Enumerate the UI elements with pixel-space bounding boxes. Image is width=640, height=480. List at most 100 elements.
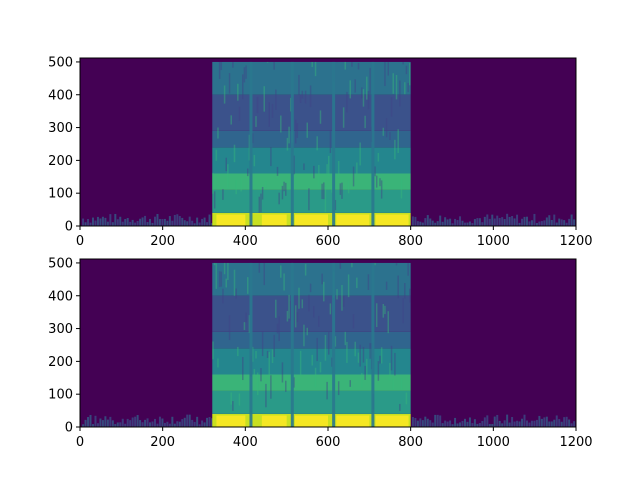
texture-stripe: [384, 305, 386, 315]
texture-stripe: [379, 355, 381, 364]
texture-stripe: [341, 182, 343, 199]
texture-stripe: [258, 196, 261, 213]
texture-stripe: [237, 346, 239, 357]
noise-cell: [501, 217, 504, 226]
noise-cell: [191, 220, 194, 226]
texture-stripe: [281, 362, 284, 383]
texture-stripe: [352, 314, 355, 329]
texture-stripe: [321, 183, 323, 200]
noise-cell: [171, 416, 174, 427]
noise-cell: [466, 421, 469, 427]
texture-stripe: [390, 97, 393, 117]
texture-stripe: [400, 179, 403, 199]
noise-cell: [196, 416, 199, 427]
noise-cell: [501, 423, 504, 427]
texture-stripe: [212, 341, 214, 360]
texture-stripe: [273, 334, 275, 357]
texture-stripe: [405, 65, 408, 75]
noise-cell: [121, 221, 124, 226]
texture-stripe: [324, 186, 327, 213]
spectrogram-panel-1: 0 200 400 600 800 1000 1200 0 100 200 300 400 500: [48, 55, 592, 249]
noise-cell: [183, 220, 186, 226]
texture-stripe: [321, 273, 323, 285]
noise-cell: [431, 422, 434, 427]
x-tick-label: 1000: [477, 435, 510, 450]
noise-cell: [96, 216, 99, 226]
noise-cell: [563, 417, 566, 427]
noise-cell: [521, 418, 524, 427]
texture-stripe: [296, 123, 299, 138]
texture-stripe: [222, 288, 224, 304]
texture-stripe: [389, 362, 391, 381]
texture-stripe: [394, 352, 396, 376]
texture-stripe: [359, 142, 361, 166]
texture-stripe: [380, 347, 383, 364]
texture-stripe: [240, 376, 242, 385]
texture-stripe: [227, 262, 229, 281]
noise-cell: [498, 420, 501, 427]
texture-stripe: [232, 401, 234, 411]
noise-cell: [421, 222, 424, 226]
texture-stripe: [379, 178, 381, 187]
noise-cell: [471, 223, 474, 226]
noise-cell: [511, 215, 514, 226]
noise-cell: [476, 218, 479, 226]
noise-cell: [166, 220, 169, 226]
low-freq-block: [375, 214, 409, 226]
texture-stripe: [303, 163, 305, 171]
texture-stripe: [314, 367, 317, 388]
noise-cell: [563, 220, 566, 226]
noise-cell: [550, 421, 553, 427]
noise-cell: [193, 421, 196, 427]
texture-stripe: [326, 164, 328, 176]
texture-stripe: [377, 152, 380, 162]
texture-stripe: [227, 164, 229, 189]
noise-cell: [558, 218, 561, 226]
x-tick-label: 800: [398, 435, 423, 450]
texture-stripe: [285, 182, 287, 196]
texture-stripe: [384, 61, 386, 87]
noise-cell: [573, 421, 576, 427]
texture-stripe: [334, 199, 337, 211]
texture-stripe: [251, 346, 254, 362]
texture-stripe: [276, 323, 279, 334]
texture-stripe: [366, 358, 368, 377]
texture-stripe: [385, 118, 388, 138]
texture-stripe: [286, 310, 289, 322]
texture-stripe: [280, 115, 282, 133]
x-tick-label: 600: [316, 435, 341, 450]
texture-stripe: [319, 110, 322, 124]
texture-stripe: [275, 299, 277, 318]
texture-stripe: [238, 393, 241, 406]
noise-cell: [116, 422, 119, 427]
noise-cell: [555, 415, 558, 427]
x-tick-label: 200: [150, 234, 175, 249]
energy-band: [212, 130, 411, 148]
noise-cell: [449, 218, 452, 226]
noise-cell: [496, 215, 499, 226]
texture-stripe: [392, 379, 394, 390]
noise-cell: [91, 424, 94, 427]
texture-stripe: [293, 155, 295, 175]
texture-stripe: [364, 365, 366, 380]
noise-cell: [414, 216, 417, 226]
noise-cell: [486, 415, 489, 427]
noise-cell: [176, 421, 179, 427]
texture-stripe: [261, 331, 264, 357]
noise-cell: [181, 419, 184, 427]
y-tick-label: 0: [65, 421, 73, 436]
noise-cell: [161, 418, 164, 427]
noise-cell: [441, 423, 444, 427]
texture-stripe: [337, 160, 340, 179]
noise-cell: [568, 218, 571, 226]
texture-stripe: [304, 90, 307, 104]
noise-cell: [506, 213, 509, 226]
texture-stripe: [394, 139, 396, 160]
low-freq-block: [216, 214, 246, 226]
noise-cell: [451, 424, 454, 427]
noise-cell: [181, 217, 184, 226]
noise-cell: [101, 216, 104, 226]
noise-cell: [431, 220, 434, 226]
energy-band: [212, 173, 411, 190]
